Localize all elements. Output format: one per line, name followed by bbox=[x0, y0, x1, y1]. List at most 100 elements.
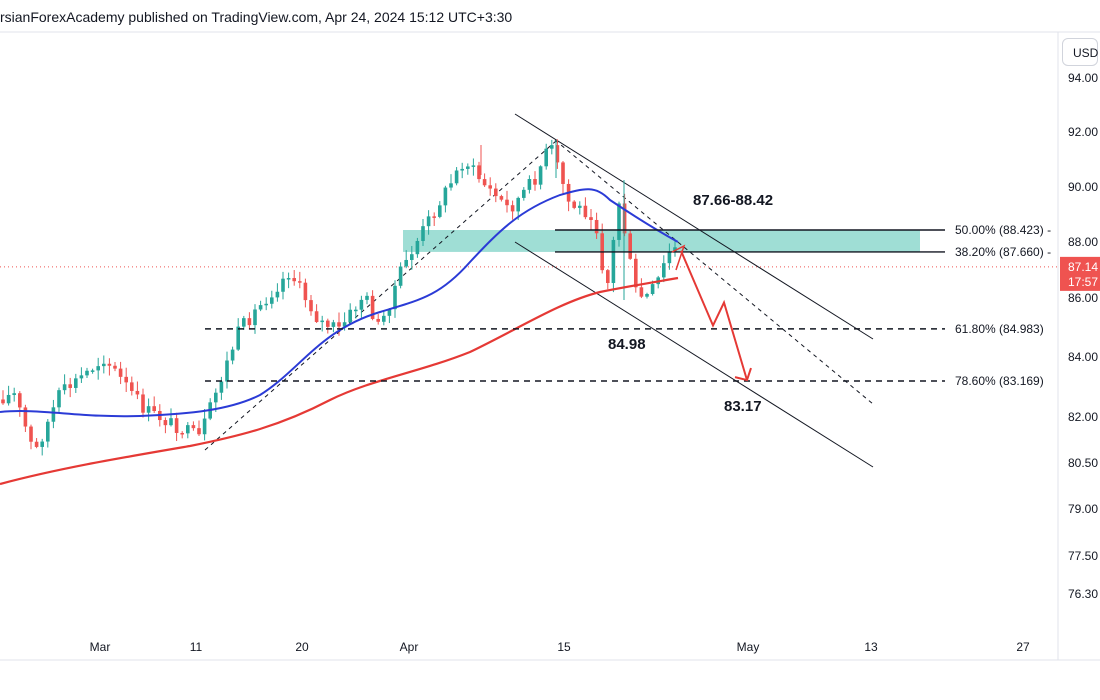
candle-body bbox=[544, 148, 548, 167]
candle-body bbox=[258, 305, 263, 310]
candle-body bbox=[370, 295, 375, 319]
candle-body bbox=[449, 183, 453, 188]
candle-body bbox=[387, 309, 392, 316]
candle-body bbox=[46, 421, 50, 442]
level-value-label: 84.98 bbox=[608, 336, 646, 353]
time-tick-label: Apr bbox=[400, 640, 419, 654]
candle-body bbox=[236, 326, 240, 350]
resistance-zone bbox=[403, 230, 920, 252]
candle-body bbox=[85, 370, 89, 376]
candle-body bbox=[152, 406, 156, 411]
candle-body bbox=[163, 420, 168, 426]
candle-body bbox=[242, 318, 246, 327]
candle-body bbox=[477, 165, 481, 180]
candle-body bbox=[667, 252, 672, 264]
candle-body bbox=[247, 318, 252, 326]
price-tick-label: 86.00 bbox=[1068, 291, 1098, 305]
fib-level-label: 50.00% (88.423) - bbox=[955, 223, 1051, 237]
candle-body bbox=[18, 393, 22, 408]
swing-dashed-line bbox=[204, 140, 557, 451]
price-tick-label: 84.00 bbox=[1068, 350, 1098, 364]
candle-body bbox=[555, 145, 560, 163]
candle-body bbox=[606, 270, 610, 284]
price-tick-label: 90.00 bbox=[1068, 180, 1098, 194]
price-tick-label: 88.00 bbox=[1068, 235, 1098, 249]
currency-button[interactable]: USD bbox=[1062, 38, 1098, 66]
candle-body bbox=[432, 216, 436, 218]
candle-body bbox=[191, 425, 196, 429]
candle-body bbox=[146, 406, 151, 413]
candle-body bbox=[583, 205, 588, 218]
candle-body bbox=[410, 254, 414, 260]
time-tick-label: May bbox=[737, 640, 760, 654]
zone-range-label: 87.66-88.42 bbox=[693, 192, 773, 209]
candle-body bbox=[57, 390, 61, 408]
candle-body bbox=[292, 278, 296, 282]
candle-body bbox=[622, 203, 627, 234]
candle-body bbox=[337, 322, 341, 327]
candle-body bbox=[482, 179, 487, 186]
candle-body bbox=[342, 322, 347, 327]
candle-body bbox=[466, 166, 470, 169]
candle-body bbox=[589, 217, 593, 220]
candle-body bbox=[253, 309, 257, 326]
forecast-arrow-path bbox=[680, 250, 748, 381]
fib-layer: 50.00% (88.423) - 38.20% (87.660) - 61.80%… bbox=[205, 223, 1051, 388]
zone-layer bbox=[403, 230, 920, 252]
forecast-layer bbox=[671, 244, 752, 382]
candle-body bbox=[645, 293, 649, 297]
candle-body bbox=[331, 322, 336, 327]
candle-body bbox=[594, 219, 599, 234]
candle-body bbox=[62, 384, 67, 391]
candle-body bbox=[533, 179, 537, 185]
moving-averages-layer bbox=[0, 188, 679, 486]
candle-body bbox=[421, 226, 425, 241]
candle-body bbox=[611, 239, 616, 284]
candle-body bbox=[1, 399, 5, 404]
candle-body bbox=[326, 320, 330, 327]
fib-level-label: 78.60% (83.169) bbox=[955, 374, 1044, 388]
candle-body bbox=[186, 425, 190, 434]
candle-body bbox=[309, 300, 313, 312]
candle-body bbox=[454, 170, 459, 184]
candle-body bbox=[90, 370, 95, 372]
candle-body bbox=[202, 418, 207, 435]
ma-fast-line bbox=[0, 188, 679, 418]
chart-header: rsianForexAcademy published on TradingVi… bbox=[0, 0, 1100, 34]
candle-body bbox=[124, 376, 128, 383]
price-axis: 94.00 92.00 90.00 88.00 86.00 84.00 82.00 80.50… bbox=[1060, 71, 1100, 601]
annotation-labels: 87.66-88.42 84.98 83.17 bbox=[608, 192, 773, 415]
channel-upper-line bbox=[514, 113, 874, 340]
candle-body bbox=[398, 266, 403, 286]
candle-body bbox=[281, 278, 285, 292]
candle-body bbox=[572, 201, 576, 208]
countdown-label: 17:57 bbox=[1068, 275, 1098, 289]
candle-body bbox=[174, 418, 179, 433]
candle-body bbox=[169, 418, 173, 426]
candle-body bbox=[180, 432, 184, 435]
candle-body bbox=[225, 360, 229, 382]
candle-body bbox=[107, 363, 112, 366]
candle-body bbox=[197, 428, 201, 435]
price-tick-label: 77.50 bbox=[1068, 549, 1098, 563]
level-value-label: 83.17 bbox=[724, 398, 762, 415]
candle-body bbox=[365, 295, 369, 300]
candle-body bbox=[550, 145, 554, 149]
candle-body bbox=[303, 282, 308, 301]
candle-body bbox=[538, 166, 543, 185]
price-tick-label: 79.00 bbox=[1068, 502, 1098, 516]
candle-body bbox=[230, 349, 235, 361]
candle-body bbox=[135, 390, 140, 395]
candle-body bbox=[12, 393, 16, 395]
candle-body bbox=[320, 320, 324, 323]
candle-body bbox=[494, 188, 498, 197]
candle-body bbox=[505, 199, 509, 206]
price-tick-label: 82.00 bbox=[1068, 410, 1098, 424]
candle-body bbox=[348, 309, 352, 323]
time-tick-label: 11 bbox=[190, 640, 203, 654]
candles-layer bbox=[1, 139, 677, 456]
candle-body bbox=[438, 205, 442, 217]
candle-body bbox=[214, 392, 218, 403]
candle-body bbox=[29, 426, 33, 442]
